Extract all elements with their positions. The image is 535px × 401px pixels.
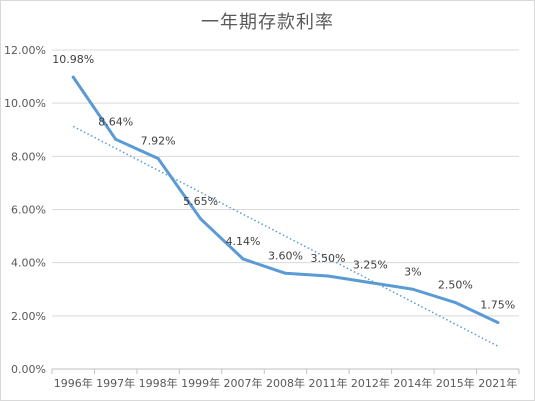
data-label: 3.25% <box>353 259 388 272</box>
data-point <box>284 271 287 275</box>
data-point <box>156 156 160 160</box>
data-label: 3% <box>404 265 421 278</box>
data-point <box>114 137 118 141</box>
x-tick-label: 2021年 <box>478 376 517 390</box>
chart-title: 一年期存款利率 <box>201 12 334 33</box>
x-tick-label: 1998年 <box>139 376 178 390</box>
data-point <box>411 287 415 291</box>
x-tick-label: 2015年 <box>436 376 475 390</box>
data-label: 1.75% <box>480 298 515 311</box>
x-tick-label: 1997年 <box>96 376 135 390</box>
data-label: 3.50% <box>310 252 345 265</box>
data-label: 3.60% <box>268 249 303 262</box>
y-tick-label: 4.00% <box>11 257 46 270</box>
y-tick-label: 6.00% <box>11 204 46 217</box>
data-label: 8.64% <box>98 115 133 128</box>
data-label: 7.92% <box>141 134 176 147</box>
x-tick-label: 1996年 <box>54 376 93 390</box>
data-label: 4.14% <box>226 235 261 248</box>
data-point <box>199 217 203 221</box>
y-tick-label: 12.00% <box>4 44 46 57</box>
x-tick-label: 2011年 <box>308 376 347 390</box>
data-point <box>71 75 75 79</box>
data-label: 2.50% <box>438 279 473 292</box>
x-tick-label: 2008年 <box>266 376 305 390</box>
trendline <box>72 125 499 347</box>
y-tick-label: 0.00% <box>11 363 46 376</box>
data-point <box>453 301 457 305</box>
data-label: 5.65% <box>183 195 218 208</box>
x-tick-label: 2014年 <box>393 376 432 390</box>
series-line <box>71 75 500 324</box>
y-tick-label: 8.00% <box>11 150 46 163</box>
data-label: 10.98% <box>52 53 94 66</box>
data-point <box>496 320 500 324</box>
data-point <box>326 274 330 278</box>
y-tick-label: 2.00% <box>11 310 46 323</box>
data-point <box>241 257 245 261</box>
x-tick-label: 2007年 <box>224 376 263 390</box>
data-point <box>368 281 372 285</box>
x-tick-label: 2012年 <box>351 376 390 390</box>
x-tick-label: 1999年 <box>181 376 220 390</box>
y-tick-label: 10.00% <box>4 97 46 110</box>
